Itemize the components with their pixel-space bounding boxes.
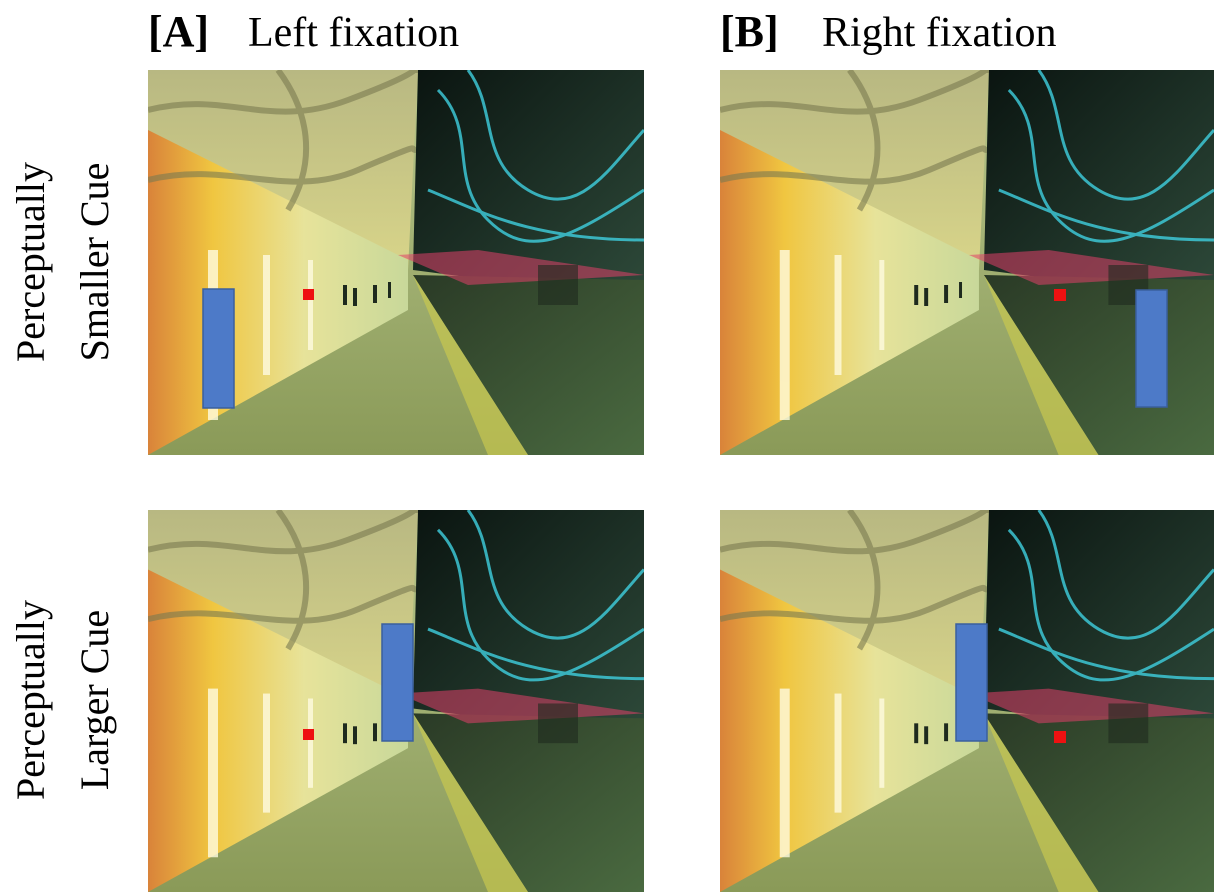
panel — [720, 510, 1214, 892]
panel — [148, 510, 644, 892]
row-label: Smaller Cue — [72, 163, 117, 362]
fixation — [1054, 731, 1066, 743]
figure: [A] Left fixation [B] Right fixation Per… — [0, 0, 1214, 892]
column-title: Right fixation — [822, 10, 1057, 56]
cue — [956, 624, 987, 741]
column-title: Left fixation — [248, 10, 459, 56]
panel — [720, 70, 1214, 455]
cue — [382, 624, 413, 741]
cue — [1136, 290, 1167, 407]
column-label: [A] — [148, 7, 209, 56]
panel — [148, 70, 644, 455]
fixation — [1054, 289, 1066, 301]
fixation — [303, 289, 314, 300]
row-label: Perceptually — [8, 162, 53, 362]
cue — [203, 289, 234, 408]
fixation — [303, 729, 314, 740]
column-label: [B] — [720, 7, 779, 56]
row-label: Perceptually — [8, 600, 53, 800]
row-label: Larger Cue — [72, 610, 117, 790]
